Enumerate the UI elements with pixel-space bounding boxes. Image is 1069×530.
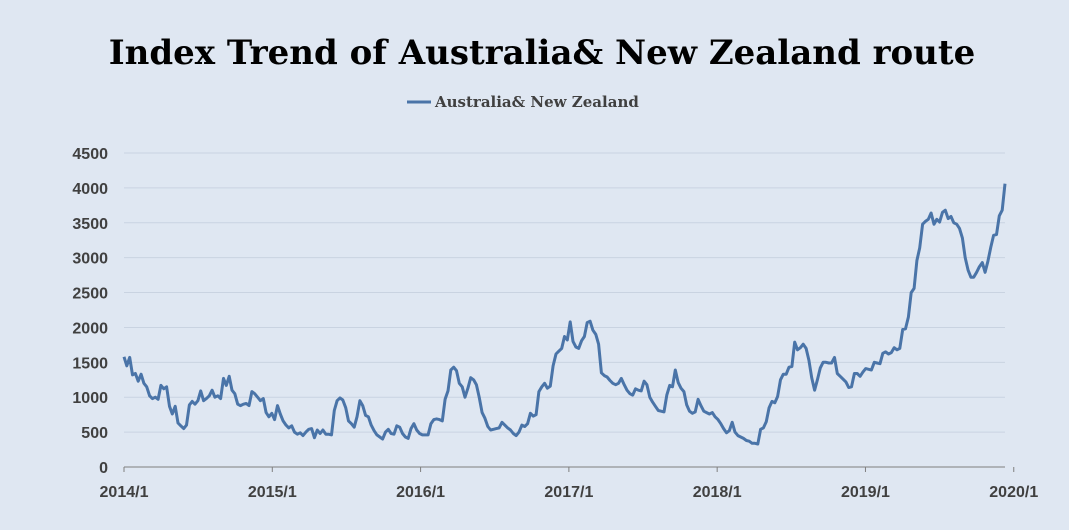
y-tick-label: 0 — [99, 460, 108, 477]
y-tick-label: 1500 — [72, 355, 108, 372]
legend-label: Australia& New Zealand — [434, 93, 639, 111]
y-tick-label: 4500 — [72, 146, 108, 163]
y-tick-label: 3500 — [72, 216, 108, 233]
legend: Australia& New Zealand — [407, 93, 639, 111]
y-tick-label: 3000 — [72, 251, 108, 268]
y-tick-label: 500 — [81, 425, 108, 442]
y-tick-label: 1000 — [72, 390, 108, 407]
y-tick-label: 2500 — [72, 286, 108, 303]
x-axis-ticks: 2014/1 2015/1 2016/1 2017/1 2018/1 2019/1 2020… — [100, 467, 1038, 501]
x-tick-label: 2020/1 — [989, 484, 1038, 501]
x-tick-label: 2017/1 — [544, 484, 593, 501]
chart-title: Index Trend of Australia& New Zealand ro… — [109, 33, 976, 73]
series-layer — [122, 183, 1007, 446]
y-tick-label: 4000 — [72, 181, 108, 198]
series-line-australia-new-zealand — [122, 183, 1007, 446]
x-tick-label: 2015/1 — [248, 484, 297, 501]
x-tick-label: 2019/1 — [841, 484, 890, 501]
gridlines — [124, 152, 1005, 433]
y-tick-label: 2000 — [72, 320, 108, 337]
x-tick-label: 2014/1 — [100, 484, 149, 501]
x-tick-label: 2018/1 — [693, 484, 742, 501]
y-axis-ticks: 0 500 1000 1500 2000 2500 3000 3500 4000 4500 — [72, 146, 108, 477]
x-tick-label: 2016/1 — [396, 484, 445, 501]
